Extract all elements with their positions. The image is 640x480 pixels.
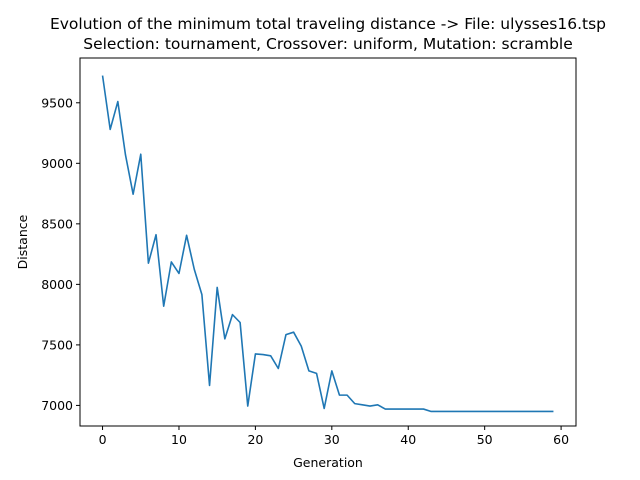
y-tick-label: 7500 [41,337,73,352]
chart-subtitle: Selection: tournament, Crossover: unifor… [83,35,573,53]
x-tick-label: 50 [477,432,493,447]
y-tick-label: 8500 [41,216,73,231]
x-axis-ticks: 0 10 20 30 40 50 60 [99,426,569,447]
y-tick-label: 9000 [41,156,73,171]
axes-frame [79,57,577,427]
y-tick-label: 9500 [41,95,73,110]
series-line [101,75,554,413]
y-tick-label: 8000 [41,277,73,292]
y-axis-label: Distance [15,214,30,269]
x-tick-label: 30 [324,432,340,447]
plot-area [101,75,554,413]
x-tick-label: 10 [171,432,187,447]
x-axis-label: Generation [293,455,363,470]
y-tick-label: 7000 [41,398,73,413]
x-tick-label: 60 [553,432,569,447]
y-axis-ticks: 7000 7500 8000 8500 9000 9500 [41,95,80,413]
x-tick-label: 20 [247,432,263,447]
x-tick-label: 0 [99,432,107,447]
x-tick-label: 40 [400,432,416,447]
chart-title: Evolution of the minimum total traveling… [50,15,606,33]
